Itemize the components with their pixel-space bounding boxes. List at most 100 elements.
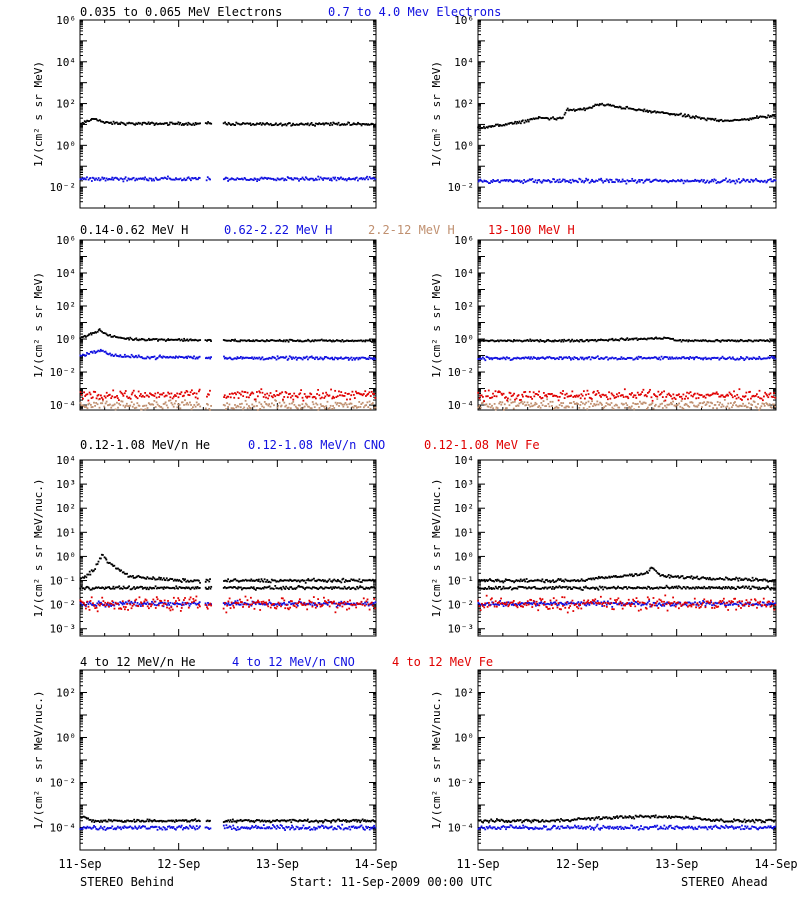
- data-point: [335, 122, 338, 125]
- data-point: [600, 396, 602, 398]
- data-point: [491, 181, 494, 184]
- data-point: [178, 123, 181, 126]
- data-point: [176, 587, 178, 590]
- data-point: [730, 339, 733, 342]
- data-point: [130, 122, 133, 125]
- data-point: [173, 178, 176, 181]
- data-point: [291, 178, 293, 181]
- data-point: [507, 180, 510, 183]
- data-point: [744, 395, 747, 397]
- data-point: [262, 177, 265, 180]
- data-point: [575, 402, 578, 405]
- data-point: [346, 406, 349, 408]
- data-point: [320, 405, 323, 407]
- data-point: [641, 357, 644, 360]
- data-point: [269, 339, 272, 342]
- data-point: [526, 401, 529, 404]
- data-point: [513, 180, 515, 183]
- data-point: [527, 179, 530, 182]
- data-point: [268, 599, 271, 602]
- data-point: [719, 401, 722, 404]
- data-point: [374, 123, 377, 126]
- data-point: [160, 338, 163, 341]
- data-point: [620, 394, 623, 397]
- data-point: [87, 399, 90, 402]
- data-point: [292, 398, 295, 401]
- data-point: [195, 595, 198, 598]
- data-point: [701, 357, 703, 360]
- data-point: [175, 600, 177, 602]
- data-point: [271, 603, 274, 606]
- data-point: [187, 586, 190, 589]
- data-point: [164, 587, 167, 589]
- data-point: [362, 339, 365, 342]
- data-point: [582, 407, 585, 409]
- data-point: [763, 404, 766, 407]
- data-point: [159, 578, 162, 581]
- data-point: [205, 179, 208, 182]
- data-point: [651, 399, 654, 402]
- data-point: [295, 358, 298, 361]
- data-point: [512, 357, 515, 360]
- data-point: [557, 339, 560, 342]
- data-point: [97, 603, 100, 606]
- data-point: [153, 603, 156, 606]
- data-point: [763, 403, 765, 405]
- data-point: [736, 339, 739, 342]
- data-point: [484, 359, 487, 362]
- data-point: [371, 177, 373, 180]
- data-point: [320, 586, 323, 589]
- data-point: [271, 355, 274, 358]
- data-point: [280, 177, 283, 180]
- data-point: [496, 407, 499, 409]
- data-point: [141, 357, 144, 360]
- data-point: [137, 605, 140, 608]
- data-point: [669, 112, 672, 115]
- data-point: [317, 388, 319, 391]
- data-point: [99, 329, 102, 332]
- data-point: [525, 180, 528, 183]
- data-point: [350, 402, 353, 405]
- data-point: [741, 399, 743, 401]
- data-point: [88, 402, 91, 405]
- data-point: [235, 406, 238, 409]
- data-point: [628, 393, 631, 395]
- data-point: [650, 403, 653, 406]
- data-point: [258, 390, 261, 393]
- data-point: [88, 587, 91, 590]
- data-point: [621, 107, 624, 110]
- data-point: [525, 356, 528, 359]
- data-point: [285, 404, 288, 407]
- data-point: [176, 122, 179, 125]
- data-point: [624, 107, 627, 110]
- data-point: [340, 402, 343, 405]
- data-point: [113, 122, 116, 125]
- data-point: [96, 602, 99, 605]
- data-point: [373, 579, 376, 582]
- data-point: [254, 588, 257, 591]
- data-point: [232, 392, 234, 395]
- data-point: [124, 406, 126, 409]
- data-point: [540, 181, 543, 184]
- data-point: [184, 179, 187, 182]
- data-point: [507, 357, 510, 360]
- data-point: [265, 403, 268, 406]
- data-point: [83, 177, 86, 180]
- data-point: [301, 123, 304, 126]
- data-point: [317, 175, 320, 178]
- data-point: [637, 406, 640, 408]
- data-point: [611, 181, 614, 183]
- data-point: [306, 579, 308, 582]
- data-point: [634, 403, 637, 405]
- data-point: [144, 176, 146, 179]
- data-point: [294, 405, 297, 408]
- data-point: [153, 399, 156, 402]
- data-point: [329, 357, 331, 360]
- data-point: [644, 179, 647, 182]
- data-point: [96, 394, 99, 397]
- data-point: [187, 176, 190, 179]
- data-point: [282, 340, 285, 343]
- data-point: [249, 579, 252, 582]
- data-point: [486, 405, 489, 408]
- data-point: [161, 338, 164, 341]
